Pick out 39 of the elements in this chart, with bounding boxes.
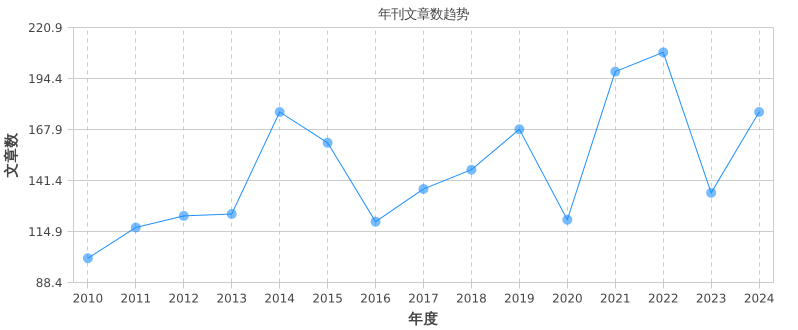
point (178, 210, 189, 221)
x-tick-label: 2011 (120, 292, 152, 306)
y-tick-label: 220.9 (28, 21, 63, 35)
x-tick-label: 2018 (456, 292, 487, 306)
point (130, 222, 141, 232)
x-tick-label: 2021 (600, 292, 631, 306)
x-tick-label: 2012 (168, 292, 200, 306)
x-axis-title: 年度 (408, 310, 438, 328)
y-axis-title: 文章数 (2, 132, 20, 178)
y-tick-label: 194.4 (28, 72, 63, 86)
point (754, 106, 764, 117)
point (706, 188, 716, 198)
x-tick-label: 2013 (216, 292, 247, 306)
point (514, 124, 524, 134)
x-tick-label: 2015 (312, 292, 343, 306)
y-tick-label: 114.9 (28, 225, 63, 239)
chart-title: 年刊文章数趋势 (378, 8, 469, 22)
point (370, 216, 381, 227)
point (466, 164, 476, 175)
point (562, 214, 572, 225)
point (322, 138, 333, 148)
x-tick-label: 2022 (648, 292, 679, 306)
x-tick-label: 2016 (360, 292, 391, 306)
x-tick-label: 2024 (744, 292, 774, 306)
x-tick-label: 2023 (696, 292, 726, 306)
y-tick-label: 88.4 (36, 276, 62, 290)
y-tick-label: 167.9 (28, 123, 63, 137)
x-tick-label: 2019 (504, 292, 535, 306)
point (658, 47, 668, 58)
point (418, 184, 428, 194)
x-tick-label: 2014 (264, 292, 295, 306)
point (226, 208, 237, 219)
y-tick-label: 141.4 (28, 174, 63, 188)
x-tick-label: 2010 (72, 292, 104, 306)
point (274, 106, 285, 117)
point (610, 66, 620, 77)
x-tick-label: 2020 (552, 292, 583, 306)
x-tick-label: 2017 (408, 292, 439, 306)
point (82, 253, 93, 264)
